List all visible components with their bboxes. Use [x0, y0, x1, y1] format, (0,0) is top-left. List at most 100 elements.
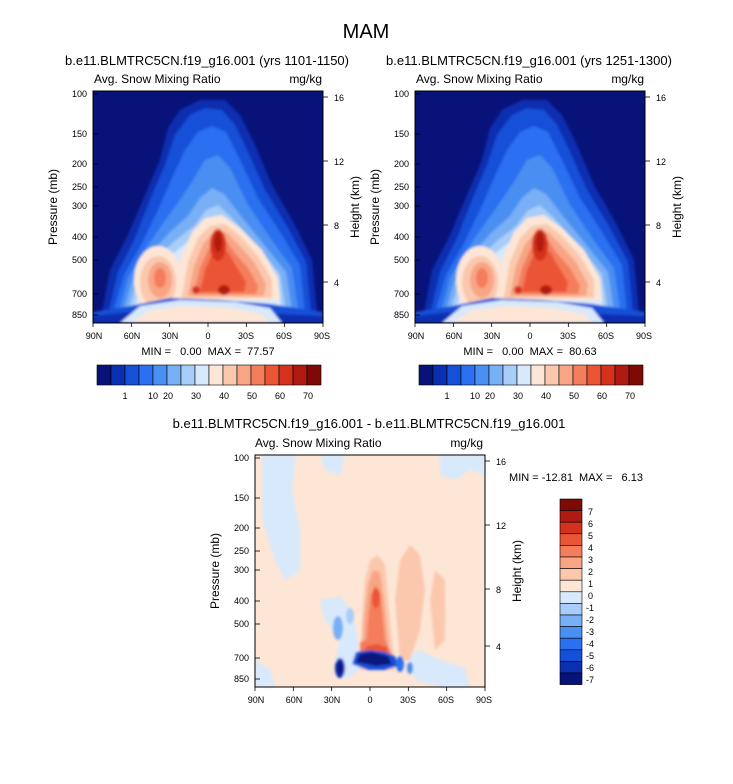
colorbar-3-swatch-10 [559, 614, 583, 627]
warm-core-8 [540, 285, 552, 295]
y-tick-400: 400 [234, 596, 249, 606]
panel-2-plot [414, 90, 646, 324]
cbar2-label-1: 1 [444, 391, 449, 401]
y-tick-700: 700 [234, 653, 249, 663]
cbar3-label-m1: -1 [586, 603, 594, 613]
cbar2-label-20: 20 [485, 391, 495, 401]
colorbar-2-swatch-1 [432, 364, 448, 386]
cbar2-label-70: 70 [625, 391, 635, 401]
x-tick-60N: 60N [286, 695, 303, 705]
x-tick-90S: 90S [476, 695, 492, 705]
y-tick-700: 700 [72, 289, 87, 299]
colorbar-1-swatch-10 [236, 364, 252, 386]
neg-jet-core [356, 652, 392, 666]
y-tick-500: 500 [234, 619, 249, 629]
colorbar-1-swatch-14 [292, 364, 308, 386]
colorbar-1-swatch-6 [180, 364, 196, 386]
height-tick-16: 16 [656, 93, 666, 103]
panel-1-colorbar [96, 364, 322, 386]
y-tick-500: 500 [72, 255, 87, 265]
cbar1-label-50: 50 [247, 391, 257, 401]
cbar3-label-m7: -7 [586, 675, 594, 685]
cbar3-label-m2: -2 [586, 615, 594, 625]
colorbar-1-swatch-7 [194, 364, 210, 386]
colorbar-2-swatch-9 [544, 364, 560, 386]
y-tick-100: 100 [234, 453, 249, 463]
warm-core-9 [514, 286, 522, 294]
y-tick-300: 300 [72, 201, 87, 211]
y-tick-200: 200 [394, 159, 409, 169]
colorbar-1-swatch-9 [222, 364, 238, 386]
panel-3-y-right-ticks: 16 12 8 4 [496, 457, 506, 652]
panel-1: b.e11.BLMTRC5CN.f19_g16.001 (yrs 1101-11… [46, 53, 362, 401]
colorbar-2-swatch-6 [502, 364, 518, 386]
low-level-light-2 [130, 306, 270, 323]
x-tick-90N: 90N [408, 331, 425, 341]
y-tick-400: 400 [394, 232, 409, 242]
colorbar-3-swatch-11 [559, 626, 583, 639]
cbar3-label-m5: -5 [586, 651, 594, 661]
panel-3-contours [255, 455, 485, 687]
warm-core-7 [214, 232, 222, 252]
colorbar-2-swatch-13 [600, 364, 616, 386]
panel-3-ylabel: Pressure (mb) [208, 533, 222, 609]
colorbar-3-swatch-15 [559, 672, 583, 685]
cbar1-label-40: 40 [219, 391, 229, 401]
cbar3-label-5: 5 [588, 531, 593, 541]
y-tick-850: 850 [234, 674, 249, 684]
colorbar-2-swatch-7 [516, 364, 532, 386]
x-tick-30N: 30N [484, 331, 501, 341]
x-tick-60N: 60N [446, 331, 463, 341]
y-tick-100: 100 [72, 89, 87, 99]
colorbar-1-swatch-3 [138, 364, 154, 386]
y-tick-200: 200 [72, 159, 87, 169]
cbar1-label-1: 1 [122, 391, 127, 401]
colorbar-2-swatch-14 [614, 364, 630, 386]
cbar3-label-6: 6 [588, 519, 593, 529]
colorbar-1-swatch-0 [96, 364, 112, 386]
panel-3-stats: MIN = -12.81 MAX = 6.13 [509, 472, 643, 484]
neg-left-low [255, 660, 275, 687]
panel-3-units-label: mg/kg [450, 436, 483, 450]
y-tick-300: 300 [394, 201, 409, 211]
panel-3-tick-marks [254, 457, 490, 691]
warm-core-5 [522, 248, 568, 292]
y-tick-250: 250 [72, 182, 87, 192]
colorbar-3-swatch-13 [559, 649, 583, 662]
neg-blob-1 [333, 616, 343, 640]
panel-3: b.e11.BLMTRC5CN.f19_g16.001 - b.e11.BLMT… [173, 416, 643, 705]
warm-blob-4 [154, 268, 166, 288]
neg-blob-2 [346, 608, 354, 624]
colorbar-1-swatch-1 [110, 364, 126, 386]
x-tick-0: 0 [205, 331, 210, 341]
panel-3-ylabel-right: Height (km) [510, 540, 524, 602]
x-tick-0: 0 [527, 331, 532, 341]
pos-plume-right [395, 545, 425, 660]
y-tick-250: 250 [394, 182, 409, 192]
neg-low-left-2 [337, 662, 343, 674]
colorbar-2-swatch-4 [474, 364, 490, 386]
y-tick-850: 850 [72, 310, 87, 320]
figure-title: MAM [343, 21, 390, 43]
y-tick-300: 300 [234, 565, 249, 575]
x-tick-90S: 90S [314, 331, 330, 341]
height-tick-8: 8 [496, 585, 501, 595]
panel-2-ylabel: Pressure (mb) [368, 169, 382, 245]
panel-3-title: b.e11.BLMTRC5CN.f19_g16.001 - b.e11.BLMT… [173, 416, 566, 431]
y-tick-400: 400 [72, 232, 87, 242]
colorbar-1-swatch-15 [306, 364, 322, 386]
colorbar-2-swatch-5 [488, 364, 504, 386]
y-tick-250: 250 [234, 546, 249, 556]
panel-2-tick-marks [414, 93, 650, 327]
panel-1-ylabel-right: Height (km) [348, 176, 362, 238]
panel-3-plot [254, 454, 486, 688]
panel-1-x-ticks: 90N 60N 30N 0 30S 60S 90S [86, 331, 330, 341]
y-tick-850: 850 [394, 310, 409, 320]
pos-core-1 [372, 588, 380, 608]
height-tick-8: 8 [656, 221, 661, 231]
x-tick-30N: 30N [324, 695, 341, 705]
height-tick-16: 16 [496, 457, 506, 467]
warm-core-8 [218, 285, 230, 295]
x-tick-30N: 30N [162, 331, 179, 341]
panel-2-x-ticks: 90N 60N 30N 0 30S 60S 90S [408, 331, 652, 341]
